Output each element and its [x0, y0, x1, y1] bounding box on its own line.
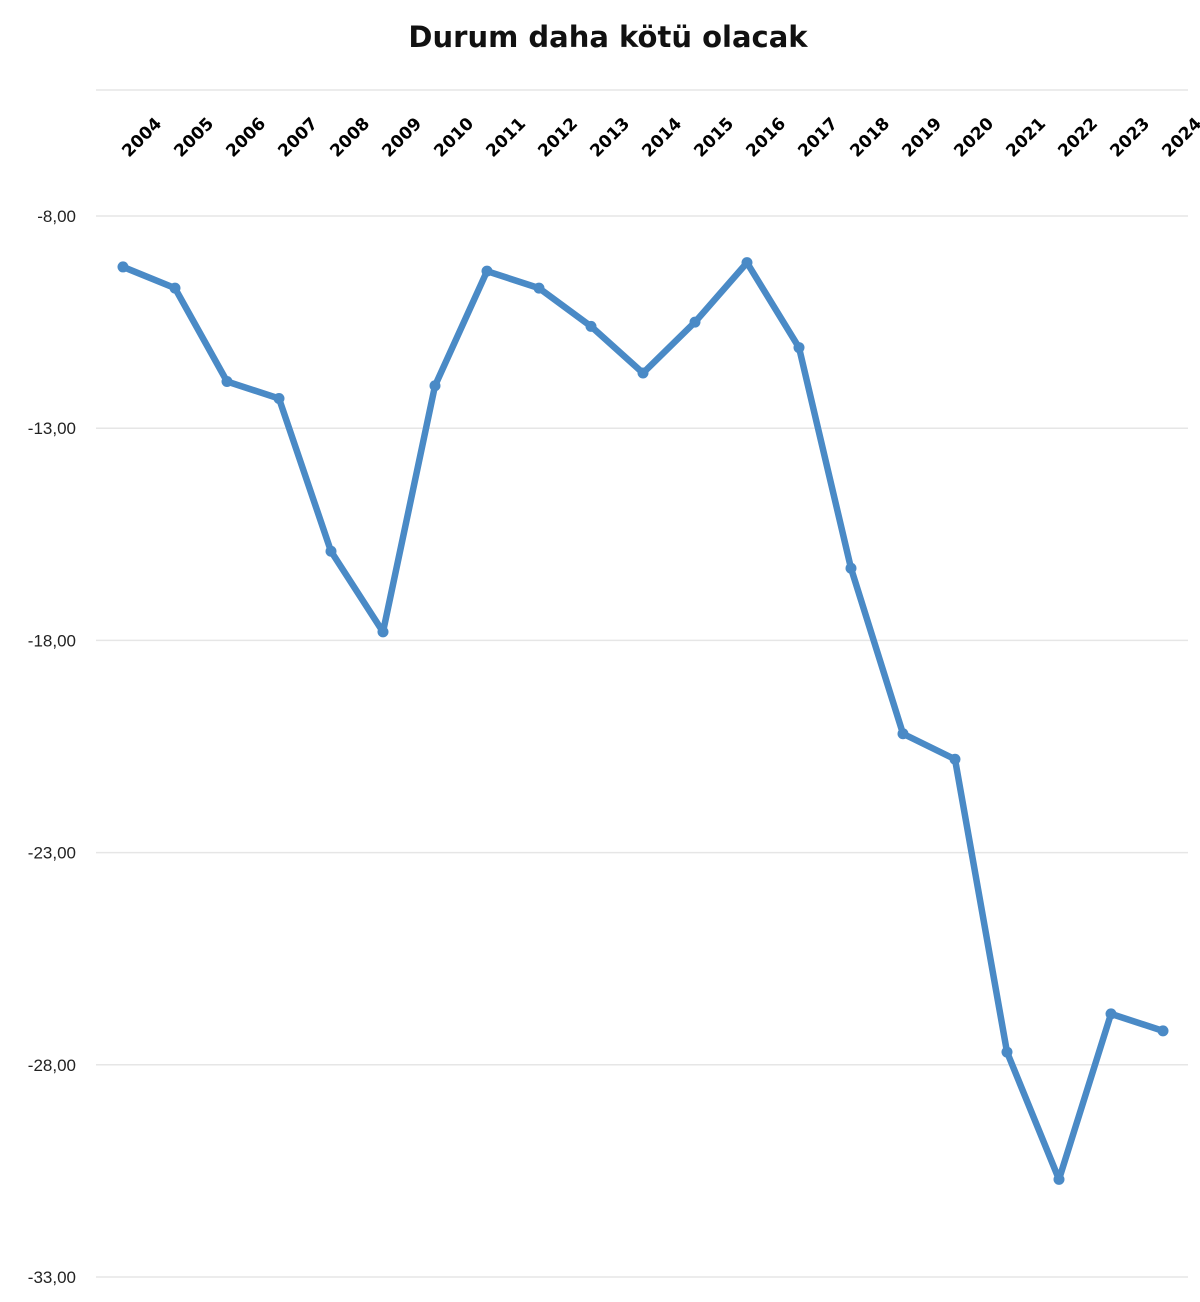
data-point — [897, 728, 909, 740]
data-point — [689, 316, 701, 328]
x-tick-label: 2011 — [482, 114, 530, 162]
x-tick-label: 2009 — [378, 114, 426, 162]
x-tick-label: 2007 — [274, 114, 322, 162]
data-point — [221, 376, 233, 388]
series-layer — [117, 257, 1169, 1185]
data-point — [481, 265, 493, 277]
data-point — [949, 753, 961, 765]
data-point — [429, 380, 441, 392]
y-tick-label: -33,00 — [28, 1268, 76, 1287]
x-tick-label: 2010 — [430, 114, 478, 162]
x-tick-label: 2023 — [1106, 114, 1154, 162]
data-point — [117, 261, 129, 273]
x-axis-ticks: 2004 2005 2006 2007 2008 2009 2010 2011 2012 2013… — [118, 114, 1200, 162]
x-tick-label: 2017 — [794, 114, 842, 162]
x-tick-label: 2004 — [118, 114, 166, 162]
data-point — [585, 320, 597, 332]
x-tick-label: 2005 — [170, 114, 218, 162]
x-tick-label: 2018 — [846, 114, 894, 162]
data-point — [533, 282, 545, 294]
data-point — [793, 342, 805, 354]
data-point — [273, 392, 285, 404]
data-point — [377, 626, 389, 638]
x-tick-label: 2022 — [1054, 114, 1102, 162]
y-tick-label: -23,00 — [28, 844, 76, 863]
data-point — [1157, 1025, 1169, 1037]
data-point — [1053, 1173, 1065, 1185]
y-tick-label: -18,00 — [28, 631, 76, 650]
x-tick-label: 2024 — [1158, 114, 1200, 162]
chart-title: Durum daha kötü olacak — [408, 20, 808, 54]
x-tick-label: 2006 — [222, 114, 270, 162]
y-tick-label: -28,00 — [28, 1056, 76, 1075]
x-tick-label: 2012 — [534, 114, 582, 162]
grid-lines — [96, 215, 1188, 1278]
x-tick-label: 2014 — [638, 114, 686, 162]
data-point — [637, 367, 649, 379]
data-point — [169, 282, 181, 294]
data-point — [325, 545, 337, 557]
data-point — [845, 562, 857, 574]
y-tick-label: -8,00 — [37, 207, 76, 226]
y-axis-ticks: -8,00 -13,00 -18,00 -23,00 -28,00 -33,00 — [28, 207, 76, 1287]
data-point — [1105, 1008, 1117, 1020]
x-tick-label: 2013 — [586, 114, 634, 162]
x-tick-label: 2008 — [326, 114, 374, 162]
x-tick-label: 2021 — [1002, 114, 1050, 162]
y-tick-label: -13,00 — [28, 419, 76, 438]
data-point — [1001, 1046, 1013, 1058]
x-tick-label: 2019 — [898, 114, 946, 162]
x-tick-label: 2016 — [742, 114, 790, 162]
x-tick-label: 2015 — [690, 114, 738, 162]
data-point — [741, 257, 753, 269]
x-tick-label: 2020 — [950, 114, 998, 162]
